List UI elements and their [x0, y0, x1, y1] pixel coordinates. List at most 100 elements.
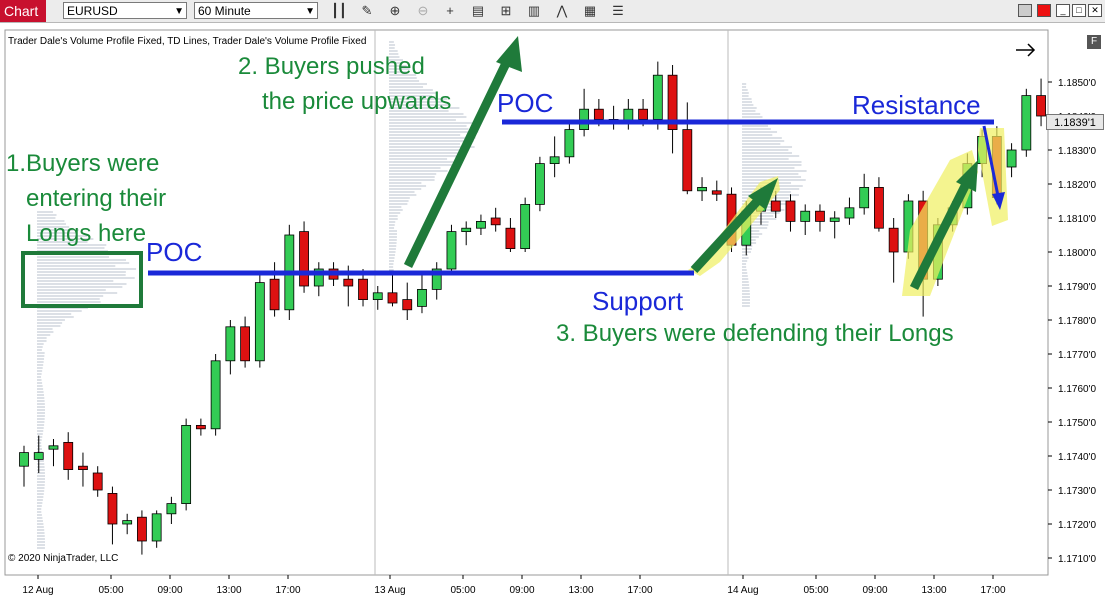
candle-body — [107, 492, 118, 525]
candle-body — [1021, 95, 1032, 151]
candle-body — [505, 227, 516, 249]
buyers-defending-text: 3. Buyers were defending their Longs — [556, 320, 954, 347]
bars-icon[interactable]: ┃┃ — [331, 3, 347, 18]
defend-arrowhead-1 — [748, 178, 778, 210]
timeframe-select[interactable]: 60 Minute ▼ — [194, 2, 318, 19]
candle-body — [195, 424, 206, 430]
candle-body — [476, 220, 486, 229]
minimize-icon[interactable]: _ — [1056, 4, 1070, 17]
x-tick-label: 13:00 — [568, 585, 593, 596]
toolbar: Chart EURUSD ▼ 60 Minute ▼ ┃┃ ✎ ⊕ ⊖ + ▤ ⊞ … — [0, 0, 1105, 23]
x-tick-label: 17:00 — [627, 585, 652, 596]
x-tick-label: 13:00 — [216, 585, 241, 596]
candle-body — [593, 108, 604, 120]
chart-style-icon[interactable]: ▥ — [527, 3, 541, 18]
restore-icon[interactable] — [1018, 4, 1032, 17]
candle-body — [667, 74, 678, 130]
candle-body — [859, 186, 870, 209]
candle-body — [63, 441, 74, 470]
x-tick-label: 05:00 — [450, 585, 475, 596]
copyright-text: © 2020 NinjaTrader, LLC — [8, 553, 119, 564]
candle-body — [461, 227, 472, 232]
zoom-out-icon[interactable]: ⊖ — [417, 3, 429, 18]
candle-body — [549, 156, 560, 165]
candle-body — [181, 424, 192, 504]
candle-body — [372, 292, 383, 300]
timeframe-value: 60 Minute — [198, 4, 251, 18]
instrument-select[interactable]: EURUSD ▼ — [63, 2, 187, 19]
candle-body — [652, 74, 663, 120]
x-tick-label: 17:00 — [980, 585, 1005, 596]
scroll-right-icon-head — [1027, 43, 1036, 57]
y-tick-label: 1.1820'0 — [1058, 180, 1096, 191]
candle-body — [210, 360, 221, 430]
candle-body — [446, 231, 457, 270]
strategy-icon[interactable]: ▦ — [583, 3, 597, 18]
candle-body — [313, 268, 324, 287]
candle-body — [1036, 95, 1046, 117]
data-box-icon[interactable]: ⊞ — [500, 3, 512, 18]
maximize-icon[interactable]: □ — [1072, 4, 1086, 17]
candle-body — [579, 108, 590, 130]
chart-tab[interactable]: Chart — [0, 0, 46, 22]
y-tick-label: 1.1710'0 — [1058, 554, 1096, 565]
y-tick-label: 1.1830'0 — [1058, 146, 1096, 157]
more-icon[interactable]: ☰ — [612, 3, 624, 18]
chevron-down-icon: ▼ — [174, 6, 184, 17]
candle-body — [137, 516, 147, 542]
x-tick-label: 05:00 — [803, 585, 828, 596]
buyers-zone-box — [21, 251, 143, 308]
y-tick-label: 1.1810'0 — [1058, 214, 1096, 225]
candle-body — [564, 129, 575, 158]
defend-arrow-2 — [909, 177, 973, 291]
buyers-pushed-line2: the price upwards — [262, 88, 452, 115]
candle-body — [343, 278, 354, 287]
buyers-pushed-line1: 2. Buyers pushed — [238, 53, 425, 80]
x-tick-label: 13 Aug — [374, 585, 405, 596]
pencil-icon[interactable]: ✎ — [361, 3, 373, 18]
candle-body — [33, 452, 44, 460]
color-icon[interactable] — [1037, 4, 1051, 17]
chevron-down-icon: ▼ — [305, 6, 315, 17]
zoom-in-icon[interactable]: ⊕ — [389, 3, 401, 18]
crosshair-icon[interactable]: + — [446, 3, 454, 18]
f-button[interactable]: F — [1087, 35, 1101, 49]
candle-body — [638, 108, 648, 120]
y-tick-label: 1.1760'0 — [1058, 384, 1096, 395]
x-tick-label: 09:00 — [509, 585, 534, 596]
candle-body — [431, 268, 442, 290]
candle-body — [78, 465, 88, 471]
y-tick-label: 1.1730'0 — [1058, 486, 1096, 497]
x-tick-label: 14 Aug — [727, 585, 758, 596]
candle-body — [815, 210, 825, 222]
candle-body — [254, 282, 265, 362]
candle-body — [888, 227, 899, 253]
buyers-entering-line2: entering their — [26, 185, 167, 212]
x-tick-label: 05:00 — [98, 585, 123, 596]
indicators-label: Trader Dale's Volume Profile Fixed, TD L… — [8, 36, 367, 47]
instrument-value: EURUSD — [67, 4, 118, 18]
candle-body — [697, 186, 707, 192]
y-tick-label: 1.1780'0 — [1058, 316, 1096, 327]
candle-body — [1006, 149, 1017, 168]
candle-body — [770, 200, 781, 212]
candle-body — [520, 203, 531, 249]
indicators-icon[interactable]: ⋀ — [556, 3, 568, 18]
plot-frame — [4, 29, 1049, 576]
properties-icon[interactable]: ▤ — [471, 3, 485, 18]
y-tick-label: 1.1720'0 — [1058, 520, 1096, 531]
x-tick-label: 12 Aug — [22, 585, 53, 596]
y-tick-label: 1.1770'0 — [1058, 350, 1096, 361]
rejection-arrowhead — [992, 192, 1005, 210]
highlight-zone — [902, 150, 978, 296]
candle-body — [166, 503, 177, 515]
candle-body — [19, 452, 29, 467]
candle-body — [844, 207, 855, 219]
y-tick-label: 1.1800'0 — [1058, 248, 1096, 259]
close-icon[interactable]: ✕ — [1088, 4, 1102, 17]
candle-body — [535, 163, 545, 205]
candle-body — [48, 445, 59, 450]
push-arrow — [403, 53, 515, 268]
candle-body — [800, 210, 811, 222]
